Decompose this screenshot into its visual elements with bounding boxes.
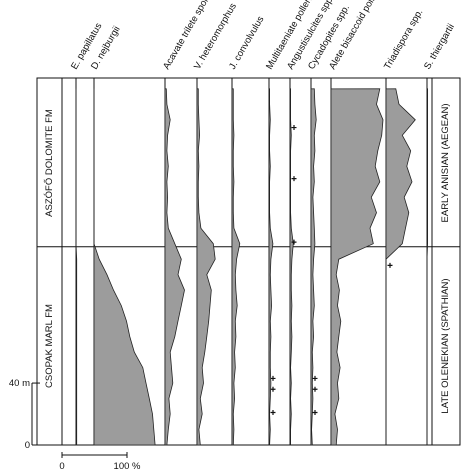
plot-frame bbox=[36, 77, 461, 446]
y-tick-label: 0 bbox=[25, 440, 30, 451]
formation-label: CSOPAK MARL FM bbox=[44, 304, 55, 388]
stage-label: EARLY ANISIAN (AEGEAN) bbox=[440, 104, 451, 223]
taxon-curve bbox=[268, 88, 274, 446]
taxon-curve bbox=[231, 88, 241, 446]
y-tick-label: 40 m bbox=[9, 378, 30, 389]
taxon-curve bbox=[196, 88, 216, 446]
presence-mark bbox=[291, 176, 297, 182]
presence-mark bbox=[291, 125, 297, 131]
presence-mark bbox=[270, 375, 276, 381]
taxon-label: Acavate trilete spores bbox=[161, 0, 216, 72]
formation-label: ASZÓFŐ DOLOMITE FM bbox=[44, 109, 55, 217]
stage-label: LATE OLENEKIAN (SPATHIAN) bbox=[440, 278, 451, 413]
presence-mark bbox=[312, 386, 318, 392]
presence-mark bbox=[312, 409, 318, 415]
taxon-curve bbox=[385, 88, 416, 445]
presence-mark bbox=[312, 375, 318, 381]
taxon-label: S. thiergartii bbox=[422, 22, 457, 71]
presence-mark bbox=[270, 386, 276, 392]
taxon-curve bbox=[164, 88, 185, 446]
taxon-curve bbox=[310, 88, 317, 446]
taxon-curve bbox=[330, 88, 384, 446]
taxon-label: J. convolvulus bbox=[227, 14, 266, 71]
taxon-label: Triadispora spp. bbox=[382, 7, 425, 71]
taxon-curve bbox=[75, 88, 78, 446]
taxon-curve bbox=[93, 88, 156, 446]
x-tick-label: 100 % bbox=[114, 461, 141, 472]
presence-mark bbox=[270, 409, 276, 415]
taxon-curve bbox=[426, 88, 428, 445]
presence-mark bbox=[387, 262, 393, 268]
x-tick-label: 0 bbox=[59, 461, 64, 472]
presence-mark bbox=[291, 239, 297, 245]
taxon-curve bbox=[289, 88, 294, 446]
